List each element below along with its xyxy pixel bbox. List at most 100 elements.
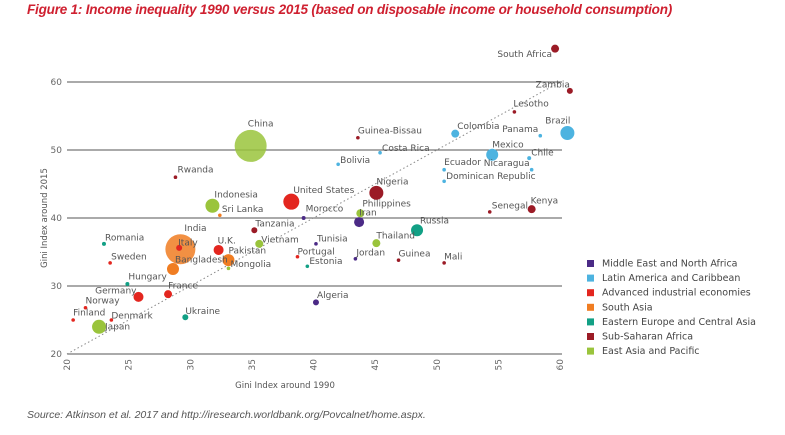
point-label: Indonesia xyxy=(214,190,258,200)
point-label: Guinea-Bissau xyxy=(358,126,422,136)
point-label: Rwanda xyxy=(177,166,213,176)
data-point-mexico xyxy=(486,148,499,161)
legend-label: Latin America and Caribbean xyxy=(602,273,740,284)
point-label: Bangladesh xyxy=(175,256,228,266)
point-label: Nigeria xyxy=(376,177,408,187)
data-point-china xyxy=(234,129,267,162)
data-point-ukraine xyxy=(182,314,189,321)
point-label: Philippines xyxy=(362,200,411,210)
point-label: South Africa xyxy=(497,50,552,60)
point-label: Italy xyxy=(178,238,198,248)
data-point-panama xyxy=(538,133,543,138)
point-label: Tanzania xyxy=(254,220,294,230)
legend-label: Eastern Europe and Central Asia xyxy=(602,317,756,328)
y-axis-label: Gini Index around 2015 xyxy=(40,168,50,268)
point-label: Brazil xyxy=(545,117,570,127)
data-point-philippines xyxy=(356,209,365,218)
data-point-morocco xyxy=(301,216,306,220)
data-point-dominican-republic xyxy=(442,179,446,184)
point-label: Sweden xyxy=(111,252,147,262)
point-label: Morocco xyxy=(306,205,344,215)
data-point-mongolia xyxy=(226,266,231,271)
point-label: Estonia xyxy=(309,257,342,267)
x-tick-label: 25 xyxy=(125,359,135,370)
y-tick-label: 60 xyxy=(51,78,63,88)
legend-swatch xyxy=(587,274,594,282)
point-label: Colombia xyxy=(457,122,499,132)
data-point-costa-rica xyxy=(378,150,382,155)
y-tick-label: 30 xyxy=(51,282,63,292)
point-label: Nicaragua xyxy=(484,159,530,169)
x-tick-label: 40 xyxy=(310,359,320,371)
data-point-italy xyxy=(176,244,183,251)
legend-label: East Asia and Pacific xyxy=(602,346,700,357)
point-label: U.K. xyxy=(218,236,236,246)
legend-swatch xyxy=(587,289,594,297)
point-label: Mexico xyxy=(492,140,524,150)
data-point-romania xyxy=(101,241,106,246)
point-label: Panama xyxy=(502,125,538,135)
data-point-senegal xyxy=(487,210,492,214)
y-tick-label: 20 xyxy=(51,350,63,360)
data-point-guinea xyxy=(396,258,401,262)
data-point-denmark xyxy=(109,318,114,322)
point-label: Hungary xyxy=(128,272,167,282)
data-point-tanzania xyxy=(251,227,258,234)
point-label: Kenya xyxy=(531,197,559,207)
point-label: Mali xyxy=(444,252,462,262)
point-label: Bolivia xyxy=(340,156,370,166)
data-point-lesotho xyxy=(512,110,517,114)
point-label: Germany xyxy=(95,286,137,296)
y-tick-label: 40 xyxy=(51,214,63,224)
point-label: Sri Lanka xyxy=(222,205,264,215)
point-label: Norway xyxy=(85,296,120,306)
point-label: Mongolia xyxy=(230,260,271,270)
point-label: Guinea xyxy=(399,250,431,260)
data-point-norway xyxy=(83,305,88,310)
data-point-rwanda xyxy=(173,175,178,179)
data-point-mali xyxy=(442,261,446,265)
data-point-portugal xyxy=(295,254,300,259)
x-tick-label: 35 xyxy=(248,359,258,370)
x-tick-label: 50 xyxy=(433,359,443,371)
point-label: Chile xyxy=(531,149,554,159)
point-label: Denmark xyxy=(111,312,153,322)
y-tick-label: 50 xyxy=(51,146,63,156)
legend-label: Advanced industrial economies xyxy=(602,288,751,299)
data-point-hungary xyxy=(125,281,130,286)
legend-swatch xyxy=(587,333,594,340)
point-label: Senegal xyxy=(492,201,528,211)
legend-swatch xyxy=(587,260,594,267)
data-point-bangladesh xyxy=(166,263,179,275)
data-point-estonia xyxy=(305,264,310,269)
x-tick-label: 30 xyxy=(186,359,196,371)
point-label: Pakistan xyxy=(228,247,266,257)
legend-swatch xyxy=(587,318,594,326)
data-point-russia xyxy=(411,224,424,237)
point-label: Ukraine xyxy=(185,307,220,317)
point-label: Jordan xyxy=(355,248,385,258)
x-tick-label: 20 xyxy=(63,359,73,371)
data-point-guinea-bissau xyxy=(356,135,360,140)
point-label: France xyxy=(168,282,198,292)
point-label: Lesotho xyxy=(513,99,549,109)
reference-line xyxy=(66,81,561,355)
data-point-south-africa xyxy=(551,44,560,53)
data-point-kenya xyxy=(527,205,536,214)
point-label: United States xyxy=(293,186,354,196)
data-point-indonesia xyxy=(205,198,220,213)
data-point-vietnam xyxy=(255,239,264,248)
data-point-jordan xyxy=(353,257,358,261)
legend-label: Sub-Saharan Africa xyxy=(602,332,693,343)
point-label: Iran xyxy=(359,209,377,219)
figure-title: Figure 1: Income inequality 1990 versus … xyxy=(27,2,673,17)
data-point-thailand xyxy=(372,239,381,248)
data-point-finland xyxy=(71,318,75,322)
data-point-nigeria xyxy=(369,185,384,200)
point-label: Thailand xyxy=(375,232,415,242)
legend-label: South Asia xyxy=(602,302,653,313)
point-label: Dominican Republic xyxy=(446,172,535,182)
point-label: Algeria xyxy=(317,291,349,301)
data-point-iran xyxy=(354,217,365,228)
